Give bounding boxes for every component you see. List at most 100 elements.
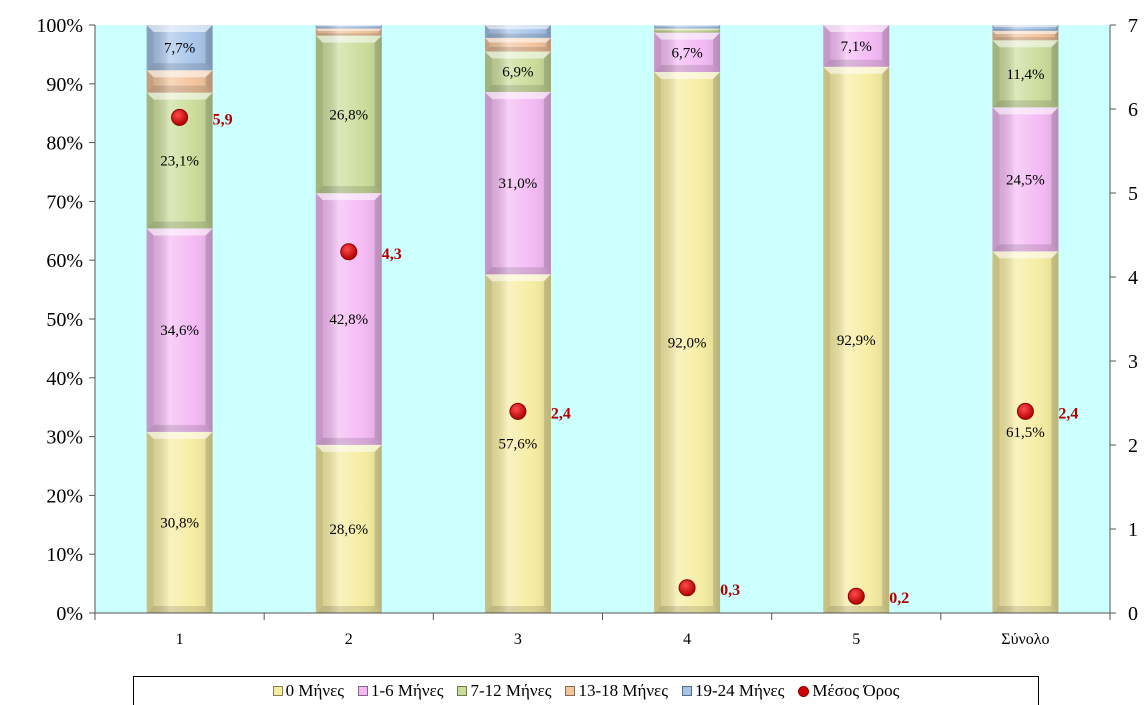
bar-segment xyxy=(315,25,382,29)
bar-value-label: 7,1% xyxy=(841,39,872,55)
x-tick-label: 5 xyxy=(852,631,860,648)
bar-value-label: 92,0% xyxy=(668,336,707,352)
x-tick-label: 4 xyxy=(683,631,691,648)
x-tick-label: 1 xyxy=(176,631,184,648)
bar-segment xyxy=(992,251,1059,613)
y-tick-label: 0% xyxy=(56,603,83,625)
average-value-label: 0,2 xyxy=(889,590,909,607)
bar-segment xyxy=(654,32,721,73)
legend-label-19-24-months: 19-24 Μήνες xyxy=(694,681,785,700)
bar-segment xyxy=(484,25,551,38)
bar-segment xyxy=(992,30,1059,41)
legend-swatch-7-12-months xyxy=(457,686,468,696)
bar-segment xyxy=(654,25,721,29)
y2-tick-label: 4 xyxy=(1128,267,1138,289)
legend-item-19-24-months: 19-24 Μήνες xyxy=(681,681,785,701)
bar-segment xyxy=(315,444,382,613)
average-marker xyxy=(171,108,189,126)
stacked-bar-chart: 1 2 3 4 5 Σύνολο 0% 10% 20% 30% 40% 50% 60% 70% 80% 90%… xyxy=(36,15,1138,648)
y-tick-label: 50% xyxy=(46,309,83,331)
legend-item-1-6-months: 1-6 Μήνες xyxy=(357,681,444,701)
bar-value-label: 28,6% xyxy=(329,522,368,538)
bars-layer xyxy=(146,25,1059,614)
legend-item-13-18-months: 13-18 Μήνες xyxy=(565,681,668,701)
bar-value-label: 23,1% xyxy=(160,154,199,170)
legend-label-13-18-months: 13-18 Μήνες xyxy=(578,681,668,700)
x-tick-label: Σύνολο xyxy=(1001,631,1049,648)
bar-segment xyxy=(484,274,551,613)
legend-item-0-months: 0 Μήνες xyxy=(272,681,344,701)
legend-label-7-12-months: 7-12 Μήνες xyxy=(470,681,552,700)
bar-value-label: 57,6% xyxy=(499,437,538,453)
y2-tick-label: 6 xyxy=(1128,99,1138,121)
y2-tick-label: 7 xyxy=(1128,15,1138,37)
bar-segment xyxy=(484,37,551,52)
bar-value-label: 6,7% xyxy=(671,45,702,61)
average-value-label: 0,3 xyxy=(720,582,740,599)
x-tick-label: 2 xyxy=(345,631,353,648)
legend-label-average: Μέσος Όρος xyxy=(812,681,900,700)
legend-marker-average xyxy=(798,685,810,697)
y-tick-label: 30% xyxy=(46,427,83,449)
plot-area xyxy=(95,25,1110,613)
bar-value-label: 30,8% xyxy=(160,515,199,531)
y2-tick-label: 0 xyxy=(1128,603,1138,625)
legend-swatch-1-6-months xyxy=(357,686,368,696)
average-value-label: 2,4 xyxy=(1058,405,1078,422)
axes-layer: 1 2 3 4 5 Σύνολο 0% 10% 20% 30% 40% 50% 60% 70% 80% 90%… xyxy=(36,15,1138,648)
y-tick-label: 40% xyxy=(46,368,83,390)
labels-layer: 30,8% 34,6% 23,1% 7,7% 28,6% 42,8% 26,8% 57,6% 3… xyxy=(160,39,1045,538)
bar-value-label: 92,9% xyxy=(837,333,876,349)
y2-tick-label: 3 xyxy=(1128,351,1138,373)
bar-segment xyxy=(146,25,213,71)
bar-segment xyxy=(992,107,1059,252)
bar-value-label: 34,6% xyxy=(160,323,199,339)
bar-value-label: 7,7% xyxy=(164,41,195,57)
average-marker xyxy=(1016,402,1034,420)
average-marker xyxy=(847,587,865,605)
legend: 0 Μήνες 1-6 Μήνες 7-12 Μήνες 13-18 Μήνες… xyxy=(133,676,1039,705)
bar-segment xyxy=(654,72,721,614)
average-value-label: 2,4 xyxy=(551,405,571,422)
bar-segment xyxy=(484,92,551,275)
bar-segment xyxy=(315,35,382,194)
y-tick-label: 80% xyxy=(46,133,83,155)
bar-segment xyxy=(484,51,551,93)
bar-segment xyxy=(654,28,721,33)
y-tick-label: 20% xyxy=(46,485,83,507)
legend-item-7-12-months: 7-12 Μήνες xyxy=(457,681,551,701)
bar-segment xyxy=(992,40,1059,108)
y-tick-label: 10% xyxy=(46,544,83,566)
legend-label-1-6-months: 1-6 Μήνες xyxy=(370,681,444,700)
legend-item-average: Μέσος Όρος xyxy=(798,681,899,701)
bar-value-label: 11,4% xyxy=(1006,67,1044,83)
bar-value-label: 31,0% xyxy=(499,176,538,192)
bar-value-label: 42,8% xyxy=(329,312,368,328)
bar-segment xyxy=(823,66,890,614)
bar-value-label: 61,5% xyxy=(1006,425,1045,441)
legend-swatch-0-months xyxy=(272,686,283,696)
y-tick-label: 60% xyxy=(46,250,83,272)
average-value-label: 5,9 xyxy=(213,111,233,128)
y-tick-label: 70% xyxy=(46,191,83,213)
bar-segment xyxy=(992,25,1059,31)
bar-value-label: 26,8% xyxy=(329,107,368,123)
bar-segment xyxy=(823,25,890,67)
bar-segment xyxy=(315,28,382,36)
x-tick-label: 3 xyxy=(514,631,522,648)
bar-segment xyxy=(315,193,382,445)
y2-tick-label: 5 xyxy=(1128,183,1138,205)
average-value-label: 4,3 xyxy=(382,246,402,263)
bar-value-label: 24,5% xyxy=(1006,172,1045,188)
average-marker xyxy=(340,243,358,261)
bar-value-label: 6,9% xyxy=(502,65,533,81)
y2-tick-label: 2 xyxy=(1128,435,1138,457)
legend-label-0-months: 0 Μήνες xyxy=(285,681,344,700)
bar-segment xyxy=(146,228,213,432)
bar-segment xyxy=(146,431,213,613)
average-markers-layer: 5,9 4,3 2,4 0,3 0,2 2,4 xyxy=(171,108,1078,607)
y-tick-label: 90% xyxy=(46,74,83,96)
y-tick-label: 100% xyxy=(36,15,83,37)
average-marker xyxy=(509,402,527,420)
legend-swatch-19-24-months xyxy=(681,686,692,696)
